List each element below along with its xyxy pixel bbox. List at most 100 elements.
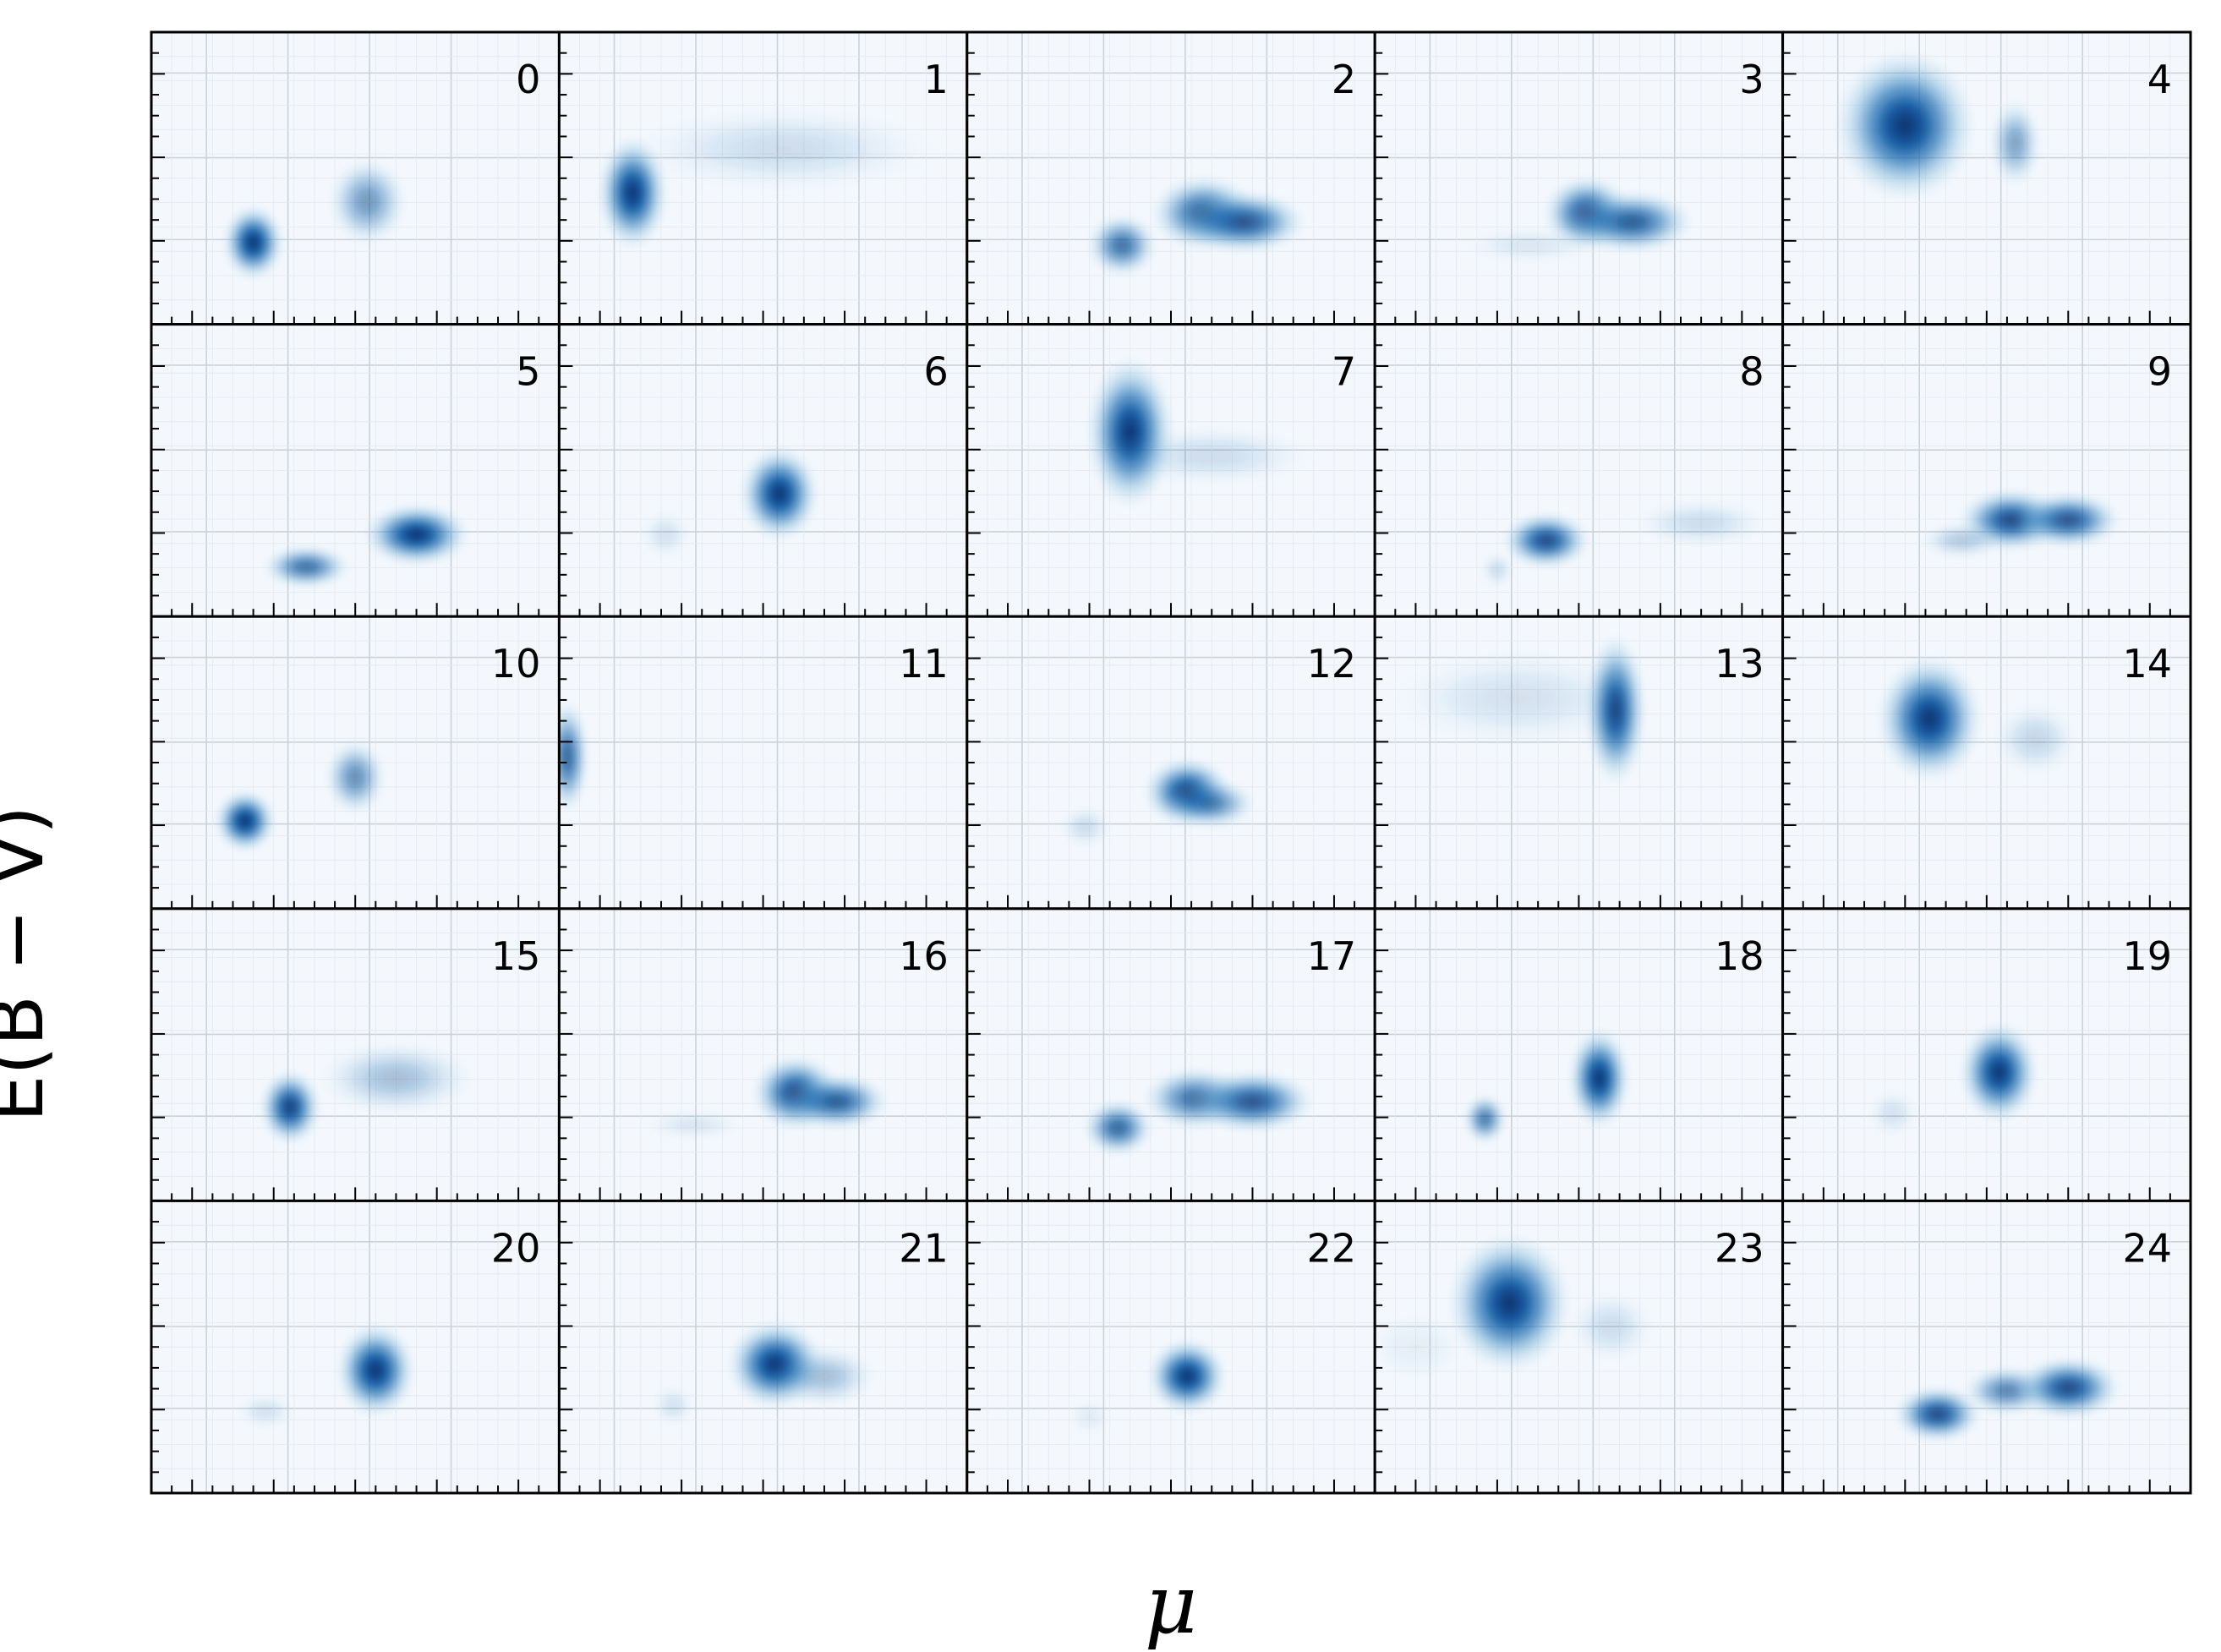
panel-label: 12 bbox=[1307, 641, 1357, 687]
panel-label: 1 bbox=[924, 57, 949, 102]
panel-label: 13 bbox=[1715, 641, 1764, 687]
panel-12: 12 bbox=[966, 615, 1376, 911]
density-peak bbox=[1629, 497, 1774, 550]
panel-label: 17 bbox=[1307, 933, 1357, 979]
density-layer bbox=[1917, 488, 2122, 561]
panel-label: 22 bbox=[1307, 1225, 1357, 1271]
panel-label: 3 bbox=[1739, 57, 1764, 102]
panel-7: 7 bbox=[966, 323, 1376, 618]
density-peak bbox=[1058, 804, 1113, 850]
panel-ticks bbox=[966, 1200, 1376, 1494]
density-peak bbox=[621, 104, 945, 194]
panel-4: 4 bbox=[1781, 30, 2192, 326]
density-peak bbox=[326, 156, 408, 247]
panel-19: 19 bbox=[1781, 907, 2192, 1202]
panel-13: 13 bbox=[1373, 615, 1785, 911]
panel-21: 21 bbox=[557, 1199, 969, 1495]
density-peak bbox=[1190, 1069, 1316, 1134]
density-peak bbox=[1988, 98, 2043, 189]
density-peak bbox=[335, 1321, 417, 1419]
panel-8: 8 bbox=[1373, 323, 1785, 618]
density-peak bbox=[362, 502, 471, 567]
panel-ticks bbox=[1374, 323, 1784, 618]
panel-label: 9 bbox=[2147, 349, 2172, 395]
panel-label: 8 bbox=[1739, 349, 1764, 395]
density-peak bbox=[1181, 189, 1308, 254]
panel-label: 16 bbox=[899, 933, 949, 979]
panel-18: 18 bbox=[1373, 907, 1785, 1202]
density-layer bbox=[639, 1053, 891, 1141]
panel-label: 23 bbox=[1715, 1225, 1764, 1271]
panel-14: 14 bbox=[1781, 615, 2192, 911]
panel-24: 24 bbox=[1781, 1199, 2192, 1495]
panel-label: 0 bbox=[516, 57, 540, 102]
density-peak bbox=[1866, 1087, 1920, 1140]
panel-22: 22 bbox=[966, 1199, 1376, 1495]
density-peak bbox=[1958, 1020, 2040, 1124]
density-peak bbox=[1167, 777, 1257, 829]
density-layer bbox=[1085, 355, 1320, 510]
panel-16: 16 bbox=[557, 907, 969, 1202]
density-peak bbox=[1447, 1232, 1573, 1374]
panel-11: 11 bbox=[557, 615, 969, 911]
panel-15: 15 bbox=[150, 907, 561, 1202]
density-peak bbox=[782, 1072, 891, 1131]
density-peak bbox=[1990, 700, 2081, 778]
density-peak bbox=[1567, 1026, 1631, 1130]
density-layer bbox=[1479, 497, 1774, 589]
panel-label: 6 bbox=[924, 349, 949, 395]
panel-10: 10 bbox=[150, 615, 561, 911]
density-peak bbox=[637, 509, 692, 561]
density-peak bbox=[213, 789, 277, 854]
density-peak bbox=[1103, 424, 1320, 489]
panel-label: 21 bbox=[899, 1225, 949, 1271]
density-peak bbox=[1833, 48, 1978, 203]
density-peak bbox=[258, 1069, 322, 1146]
density-peak bbox=[639, 1108, 748, 1141]
density-layer bbox=[261, 502, 471, 590]
density-peak bbox=[222, 204, 285, 282]
panel-grid bbox=[966, 32, 1376, 325]
panel-9: 9 bbox=[1781, 323, 2192, 618]
density-layer bbox=[1375, 1232, 1657, 1386]
density-layer bbox=[650, 1319, 878, 1428]
density-peak bbox=[1146, 1337, 1228, 1415]
density-peak bbox=[739, 446, 820, 543]
panel-label: 15 bbox=[491, 933, 541, 979]
panel-grid bbox=[1782, 324, 2191, 617]
density-layer bbox=[1081, 1066, 1316, 1157]
density-layer bbox=[1066, 1337, 1228, 1436]
panel-label: 10 bbox=[491, 641, 541, 687]
density-peak bbox=[1458, 226, 1602, 265]
density-peak bbox=[1501, 511, 1591, 570]
panel-1: 1 bbox=[557, 30, 969, 326]
density-layer bbox=[213, 738, 387, 854]
panel-grid bbox=[151, 324, 560, 617]
density-layer bbox=[1382, 632, 1653, 788]
density-peak bbox=[1566, 1288, 1657, 1365]
panel-grid bbox=[1782, 32, 2191, 325]
density-peak bbox=[650, 1382, 697, 1428]
density-peak bbox=[1086, 213, 1158, 278]
density-peak bbox=[1568, 189, 1695, 254]
density-peak bbox=[1875, 654, 1983, 784]
panel-label: 19 bbox=[2122, 933, 2172, 979]
density-layer bbox=[1892, 1355, 2122, 1443]
panel-grid bbox=[151, 32, 560, 325]
density-peak bbox=[770, 1343, 878, 1409]
panel-6: 6 bbox=[557, 323, 969, 618]
density-peak bbox=[324, 738, 387, 816]
density-peak bbox=[2014, 1355, 2122, 1420]
panel-17: 17 bbox=[966, 907, 1376, 1202]
panel-label: 18 bbox=[1715, 933, 1764, 979]
panel-label: 2 bbox=[1332, 57, 1356, 102]
panel-grid bbox=[559, 1201, 967, 1493]
density-peak bbox=[1892, 1385, 1983, 1443]
density-peak bbox=[233, 1392, 298, 1431]
panel-20: 20 bbox=[150, 1199, 561, 1495]
panel-grid bbox=[1375, 908, 1783, 1201]
panel-grid bbox=[1375, 324, 1783, 617]
density-peak bbox=[559, 698, 590, 815]
density-layer bbox=[258, 1039, 477, 1146]
density-layer bbox=[1875, 654, 2081, 784]
